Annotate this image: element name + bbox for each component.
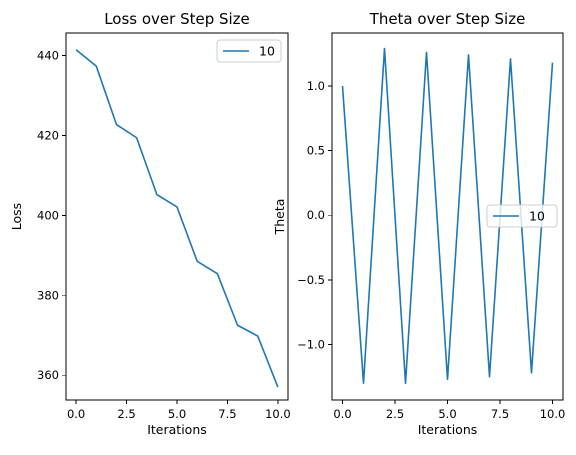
left-y-axis-label: Loss [9,203,24,230]
right-x-tick-label: 2.5 [386,407,404,421]
right-y-tick-label: 1.0 [307,79,325,93]
left-chart-title: Loss over Step Size [104,10,250,28]
left-legend: 10 [216,39,282,63]
left-x-tick-label: 2.5 [117,407,135,421]
right-y-tick-label: 0.0 [307,208,325,222]
left-y-tick-label: 380 [37,288,59,302]
left-x-tick-label: 7.5 [218,407,236,421]
left-y-tick-label: 400 [37,208,59,222]
left-subplot: 0.0 2.5 5.0 7.5 10.0 360 380 400 420 440 Loss over… [9,10,291,437]
right-legend-box [486,204,558,228]
left-y-tick-label: 440 [37,48,59,62]
right-x-axis-label: Iterations [418,422,478,437]
left-y-tick-label: 360 [37,368,59,382]
right-y-tick-label: −1.0 [297,337,325,351]
right-legend: 10 [486,204,558,228]
left-legend-label: 10 [259,44,275,59]
right-subplot: 0.0 2.5 5.0 7.5 10.0 −1.0 −0.5 0.0 0.5 1.0 Theta o… [272,10,565,437]
right-legend-label: 10 [529,209,545,224]
right-chart-title: Theta over Step Size [369,10,526,28]
right-x-tick-label: 0.0 [333,407,351,421]
left-y-tick-label: 420 [37,128,59,142]
left-x-axis-label: Iterations [147,422,207,437]
right-x-tick-label: 5.0 [438,407,456,421]
left-series-line-0 [75,49,279,388]
right-series-line-0 [341,47,554,385]
right-y-tick-label: 0.5 [307,144,325,158]
right-y-axis-label: Theta [272,199,287,236]
right-y-tick-label: −0.5 [297,273,325,287]
right-x-tick-label: 7.5 [491,407,509,421]
left-x-tick-label: 10.0 [265,407,291,421]
right-x-tick-label: 10.0 [540,407,566,421]
left-x-tick-label: 0.0 [67,407,85,421]
left-x-tick-label: 5.0 [168,407,186,421]
